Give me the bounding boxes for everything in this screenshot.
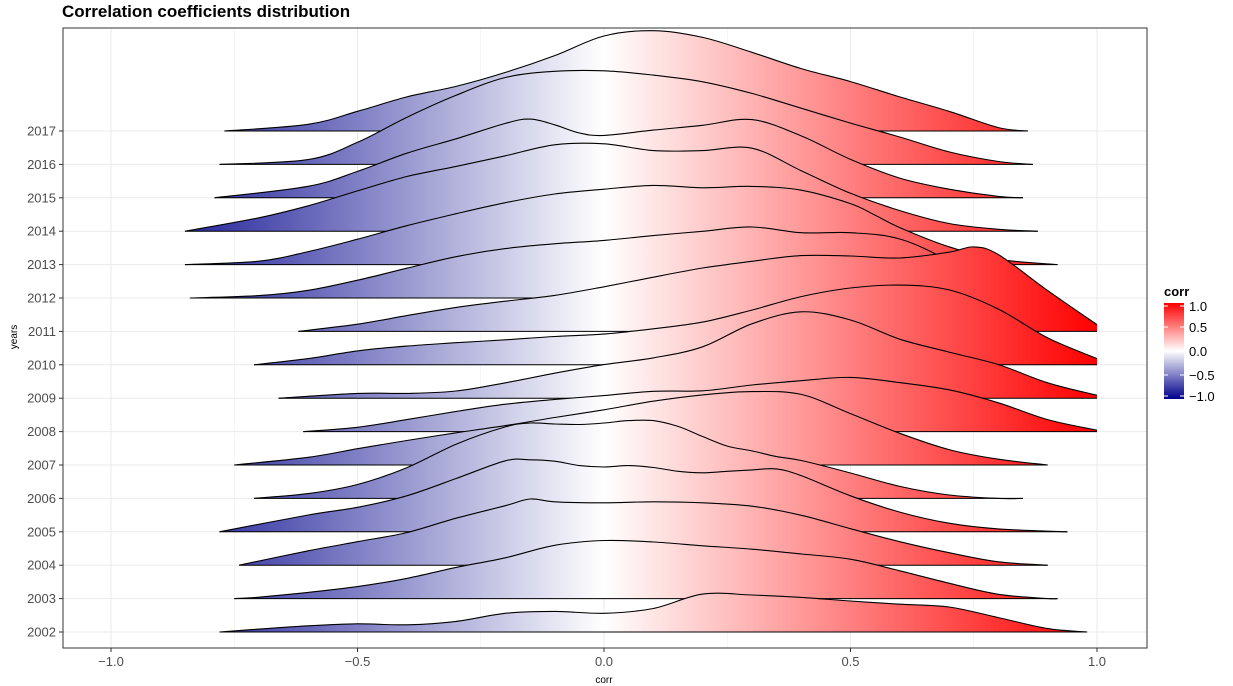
y-tick-label: 2017 (27, 124, 56, 139)
chart-title: Correlation coefficients distribution (62, 2, 351, 21)
y-tick-label: 2014 (27, 224, 56, 239)
y-tick-label: 2013 (27, 257, 56, 272)
x-tick-label: 0.0 (595, 654, 613, 669)
plot-panel-border (62, 27, 1148, 649)
ridge-line-2009 (278, 311, 1098, 399)
y-tick-label: 2005 (27, 524, 56, 539)
ridge-line-2008 (303, 376, 1098, 433)
legend-colorbar (1164, 303, 1184, 399)
ridge-area-2006 (253, 420, 1024, 499)
y-tick-label: 2010 (27, 357, 56, 372)
ridge-area-2016 (219, 70, 1033, 165)
y-tick-label: 2009 (27, 391, 56, 406)
x-tick-label: 1.0 (1088, 654, 1106, 669)
y-axis: 2002 2003 2004 2005 2006 2007 2008 2009 2010 2011… (27, 124, 63, 640)
ridge-line-2010 (253, 284, 1098, 366)
y-tick-label: 2015 (27, 190, 56, 205)
legend-tick-label: 0.0 (1189, 344, 1207, 359)
ridge-line-2007 (234, 390, 1048, 466)
ridge-line-2002 (219, 592, 1088, 633)
ridge-line-2017 (224, 30, 1029, 132)
x-tick-label: −0.5 (345, 654, 371, 669)
x-axis-title: corr (595, 675, 613, 686)
ridge-area-2003 (234, 540, 1058, 599)
ridge-area-2004 (239, 498, 1048, 566)
ridge-line-2016 (219, 69, 1033, 165)
legend-tick-label: 0.5 (1189, 320, 1207, 335)
ridge-line-2015 (214, 118, 1024, 199)
ridge-line-2003 (234, 539, 1058, 600)
y-tick-label: 2003 (27, 591, 56, 606)
ridge-line-2011 (298, 246, 1098, 332)
color-legend: corr 1.0 0.5 0.0 −0.5 −1.0 (1164, 284, 1215, 404)
y-tick-label: 2006 (27, 491, 56, 506)
ridge-line-2004 (239, 498, 1048, 566)
y-tick-label: 2012 (27, 291, 56, 306)
ridge-line-2013 (184, 184, 1058, 266)
legend-tick-label: −1.0 (1189, 389, 1215, 404)
ridge-line-2014 (184, 142, 1038, 232)
ridge-line-2006 (253, 419, 1024, 500)
x-tick-label: 0.5 (841, 654, 859, 669)
y-tick-label: 2016 (27, 157, 56, 172)
ridges (184, 30, 1098, 633)
legend-tick-label: 1.0 (1189, 299, 1207, 314)
ridge-area-2009 (278, 311, 1097, 399)
y-axis-title: years (9, 325, 20, 349)
x-axis: −1.0 −0.5 0.0 0.5 1.0 (98, 648, 1106, 669)
y-tick-label: 2007 (27, 458, 56, 473)
legend-tick-label: −0.5 (1189, 368, 1215, 383)
y-tick-label: 2004 (27, 558, 56, 573)
y-tick-label: 2008 (27, 424, 56, 439)
y-tick-label: 2011 (28, 324, 56, 339)
ridge-area-2005 (219, 459, 1068, 532)
legend-title: corr (1164, 284, 1189, 299)
ridge-line-2005 (219, 458, 1068, 533)
x-tick-label: −1.0 (98, 654, 124, 669)
y-tick-label: 2002 (27, 625, 56, 640)
